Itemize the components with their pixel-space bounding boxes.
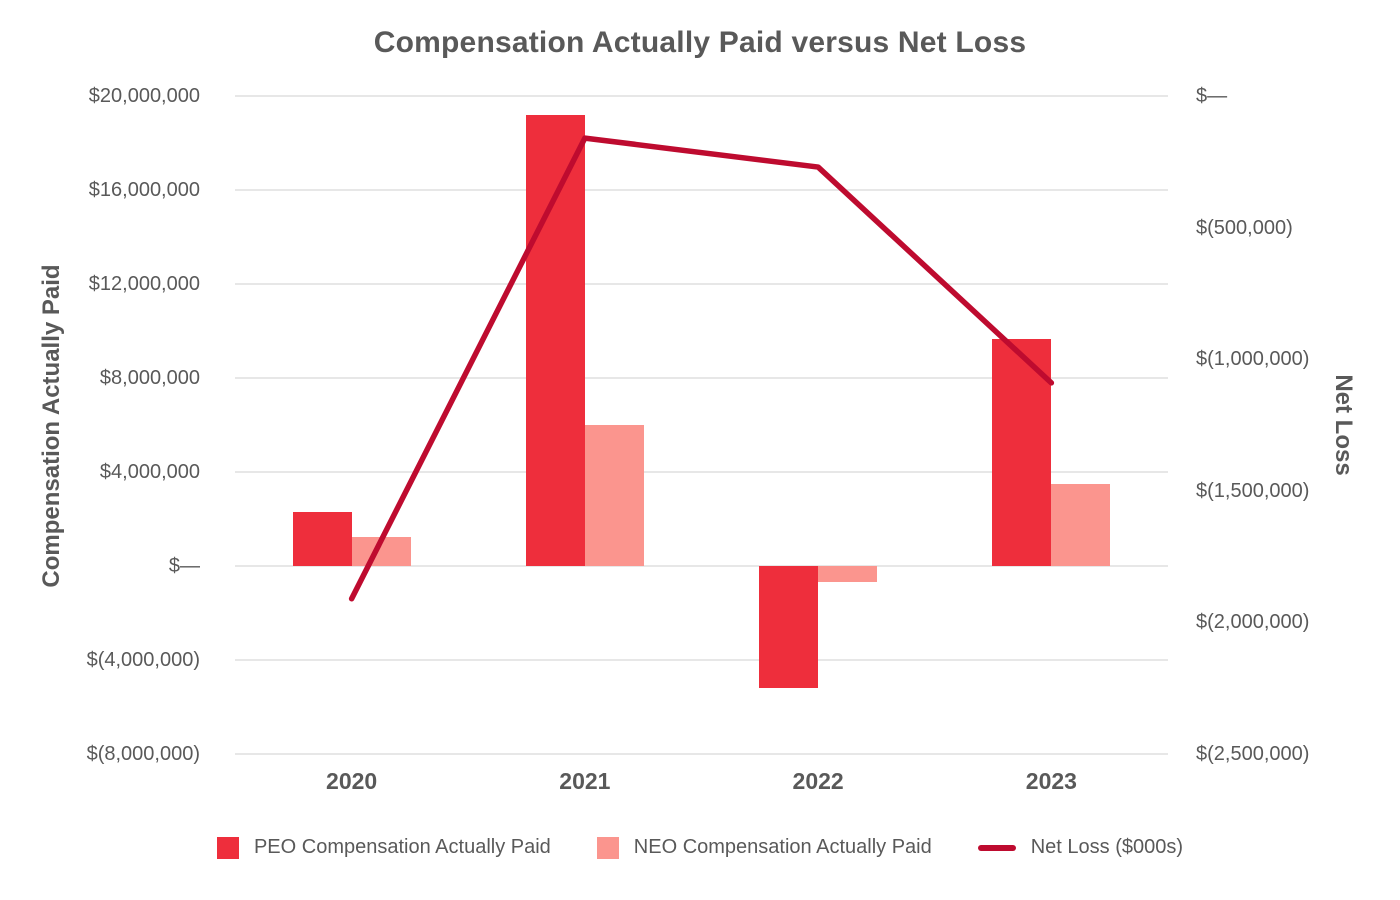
right-axis-tick-label: $(500,000) (1196, 216, 1293, 239)
legend-item: PEO Compensation Actually Paid (216, 836, 551, 859)
x-axis-label: 2022 (792, 768, 844, 794)
x-axis-label: 2023 (1025, 768, 1077, 794)
left-axis-tick-label: $— (168, 555, 200, 577)
legend-label: Net Loss ($000s) (1030, 836, 1184, 858)
legend-label: NEO Compensation Actually Paid (633, 836, 932, 858)
left-axis-tick-label: $16,000,000 (88, 179, 200, 201)
legend-swatch-square (216, 836, 239, 859)
gridline (235, 95, 1168, 97)
gridline (235, 283, 1168, 285)
gridline (235, 189, 1168, 191)
right-axis-tick-label: $(1,000,000) (1196, 348, 1310, 371)
chart-title: Compensation Actually Paid versus Net Lo… (373, 26, 1027, 59)
right-axis-tick-label: $(1,500,000) (1196, 479, 1310, 502)
x-axis-label: 2020 (326, 768, 378, 794)
left-axis-tick-label: $4,000,000 (99, 461, 200, 483)
left-axis-tick-label: $8,000,000 (99, 367, 200, 389)
bar-neo-2021 (584, 425, 644, 566)
legend: PEO Compensation Actually Paid NEO Compen… (0, 836, 1400, 859)
legend-swatch-square (596, 836, 619, 859)
bar-neo-2023 (1051, 483, 1111, 566)
bar-neo-2022 (818, 566, 878, 583)
gridline (235, 659, 1168, 661)
bar-peo-2021 (525, 114, 585, 566)
legend-label: PEO Compensation Actually Paid (253, 836, 551, 858)
left-axis-tick-label: $12,000,000 (88, 273, 200, 295)
bar-neo-2020 (351, 536, 411, 566)
bar-peo-2022 (759, 566, 819, 689)
x-axis-label: 2021 (559, 768, 611, 794)
bar-peo-2020 (292, 511, 352, 566)
right-axis-tick-label: $(2,000,000) (1196, 611, 1310, 634)
right-axis-tick-label: $(2,500,000) (1196, 743, 1310, 765)
left-axis-tick-label: $20,000,000 (88, 85, 200, 107)
legend-swatch-line (977, 844, 1016, 851)
legend-item: Net Loss ($000s) (977, 836, 1184, 859)
right-axis-tick-label: $— (1196, 85, 1228, 107)
legend-item: NEO Compensation Actually Paid (596, 836, 932, 859)
left-axis-tick-label: $(8,000,000) (86, 743, 200, 765)
left-axis-tick-label: $(4,000,000) (86, 649, 200, 671)
bar-peo-2023 (992, 339, 1052, 566)
gridline (235, 753, 1168, 755)
